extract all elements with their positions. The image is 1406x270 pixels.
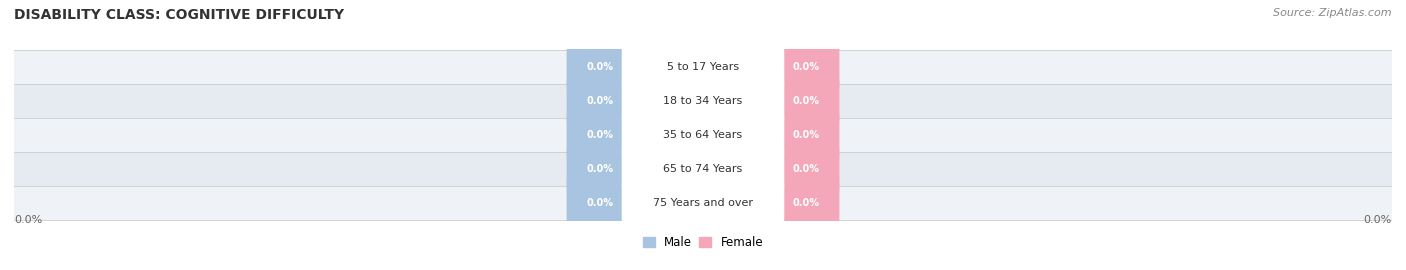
FancyBboxPatch shape (773, 164, 839, 242)
Text: 0.0%: 0.0% (1364, 215, 1392, 225)
Text: 0.0%: 0.0% (793, 130, 820, 140)
Text: 0.0%: 0.0% (586, 130, 613, 140)
Bar (14, 50, 1392, 84)
FancyBboxPatch shape (621, 96, 785, 174)
Bar (14, 152, 1392, 186)
Text: 0.0%: 0.0% (793, 198, 820, 208)
FancyBboxPatch shape (773, 96, 839, 174)
Text: 0.0%: 0.0% (586, 96, 613, 106)
FancyBboxPatch shape (773, 62, 839, 140)
Text: 0.0%: 0.0% (586, 62, 613, 72)
FancyBboxPatch shape (567, 130, 633, 208)
Bar (14, 84, 1392, 118)
Text: 0.0%: 0.0% (793, 164, 820, 174)
Text: Source: ZipAtlas.com: Source: ZipAtlas.com (1274, 8, 1392, 18)
FancyBboxPatch shape (621, 62, 785, 140)
FancyBboxPatch shape (621, 130, 785, 208)
Text: 0.0%: 0.0% (586, 198, 613, 208)
Text: 0.0%: 0.0% (793, 62, 820, 72)
Legend: Male, Female: Male, Female (638, 231, 768, 254)
FancyBboxPatch shape (567, 62, 633, 140)
Text: 65 to 74 Years: 65 to 74 Years (664, 164, 742, 174)
FancyBboxPatch shape (621, 164, 785, 242)
FancyBboxPatch shape (567, 96, 633, 174)
Text: 75 Years and over: 75 Years and over (652, 198, 754, 208)
Text: 35 to 64 Years: 35 to 64 Years (664, 130, 742, 140)
Text: 0.0%: 0.0% (586, 164, 613, 174)
FancyBboxPatch shape (567, 164, 633, 242)
FancyBboxPatch shape (621, 28, 785, 106)
Bar (14, 186, 1392, 220)
FancyBboxPatch shape (773, 28, 839, 106)
FancyBboxPatch shape (567, 28, 633, 106)
Text: 5 to 17 Years: 5 to 17 Years (666, 62, 740, 72)
Text: 18 to 34 Years: 18 to 34 Years (664, 96, 742, 106)
Text: 0.0%: 0.0% (14, 215, 42, 225)
FancyBboxPatch shape (773, 130, 839, 208)
Text: 0.0%: 0.0% (793, 96, 820, 106)
Text: DISABILITY CLASS: COGNITIVE DIFFICULTY: DISABILITY CLASS: COGNITIVE DIFFICULTY (14, 8, 344, 22)
Bar (14, 118, 1392, 152)
